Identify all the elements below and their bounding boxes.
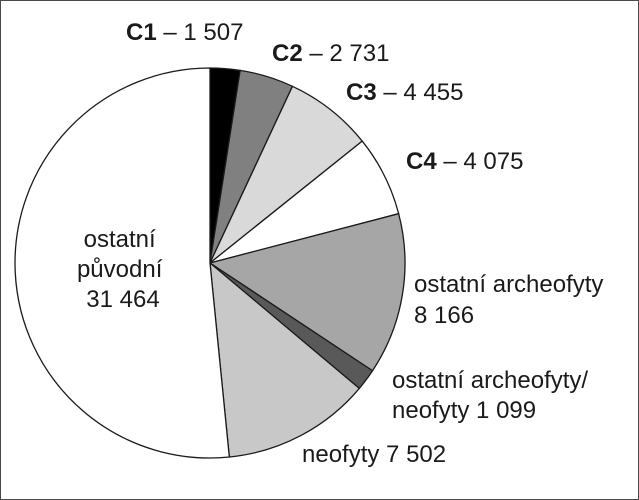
pie-slice-ostatni-archeofyty bbox=[209, 213, 406, 372]
pie-slices bbox=[14, 67, 406, 459]
slice-label-ostatni-puvodni: ostatní původní 31 464 bbox=[77, 226, 169, 313]
slice-label-neofyty: neofyty 7 502 bbox=[302, 441, 446, 468]
slice-label-c2: C2 – 2 731 bbox=[272, 40, 389, 67]
slice-label-c3: C3 – 4 455 bbox=[346, 79, 463, 106]
pie-slice-neofyty bbox=[209, 262, 360, 458]
slice-label-archeofyty-neofyty: ostatní archeofyty/ neofyty 1 099 bbox=[392, 367, 595, 424]
pie-slice-ostatni-puvodni bbox=[14, 67, 230, 459]
slice-label-c1: C1 – 1 507 bbox=[126, 19, 243, 46]
slice-label-c4: C4 – 4 075 bbox=[406, 148, 523, 175]
slice-label-ostatni-archeofyty: ostatní archeofyty 8 166 bbox=[414, 271, 610, 329]
